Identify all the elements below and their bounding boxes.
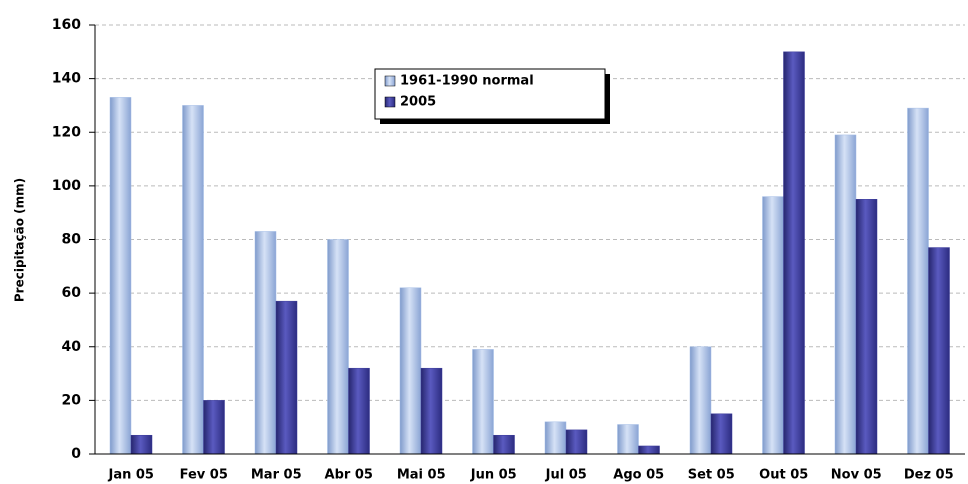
bar xyxy=(275,300,298,455)
bar xyxy=(928,247,950,455)
x-tick-label: Dez 05 xyxy=(904,468,954,483)
bar xyxy=(834,134,857,455)
bar xyxy=(689,346,712,455)
legend-swatch xyxy=(384,96,396,108)
y-tick-label: 60 xyxy=(62,285,82,301)
y-tick-label: 140 xyxy=(52,71,81,87)
bar xyxy=(203,400,225,455)
bar xyxy=(907,107,929,455)
bar xyxy=(544,421,567,455)
bar xyxy=(638,445,660,455)
bar xyxy=(182,105,204,455)
y-tick-label: 100 xyxy=(52,178,81,194)
y-tick-label: 160 xyxy=(52,17,81,33)
x-tick-label: Nov 05 xyxy=(831,468,882,483)
bar xyxy=(762,196,784,455)
bar xyxy=(254,231,277,455)
bar xyxy=(855,199,878,455)
y-tick-label: 120 xyxy=(52,124,81,140)
bar xyxy=(130,434,153,455)
x-tick-label: Jun 05 xyxy=(470,468,517,483)
y-tick-label: 20 xyxy=(62,392,82,408)
bar xyxy=(710,413,733,455)
bar xyxy=(109,97,132,455)
y-tick-label: 40 xyxy=(62,339,82,355)
bar xyxy=(399,287,422,455)
bar xyxy=(565,429,588,455)
y-tick-label: 80 xyxy=(62,232,82,248)
bar xyxy=(493,434,515,455)
legend-label: 1961-1990 normal xyxy=(400,74,534,89)
y-axis-label: Precipitação (mm) xyxy=(13,178,27,302)
x-tick-label: Jan 05 xyxy=(108,468,154,483)
legend-box xyxy=(374,68,606,120)
bar xyxy=(783,51,805,455)
x-tick-label: Out 05 xyxy=(759,468,808,483)
legend-label: 2005 xyxy=(400,95,436,110)
x-tick-label: Mar 05 xyxy=(251,468,302,483)
bar xyxy=(348,367,370,455)
bar xyxy=(420,367,443,455)
legend xyxy=(374,68,610,124)
y-tick-label: 0 xyxy=(71,446,81,462)
legend-swatch xyxy=(384,75,396,87)
bar xyxy=(472,349,494,455)
bar xyxy=(327,239,349,455)
bar xyxy=(617,424,639,455)
x-tick-label: Fev 05 xyxy=(180,468,228,483)
x-tick-label: Mai 05 xyxy=(397,468,446,483)
x-tick-label: Abr 05 xyxy=(325,468,373,483)
x-tick-label: Jul 05 xyxy=(545,468,587,483)
x-tick-label: Set 05 xyxy=(688,468,735,483)
x-tick-label: Ago 05 xyxy=(613,468,664,483)
